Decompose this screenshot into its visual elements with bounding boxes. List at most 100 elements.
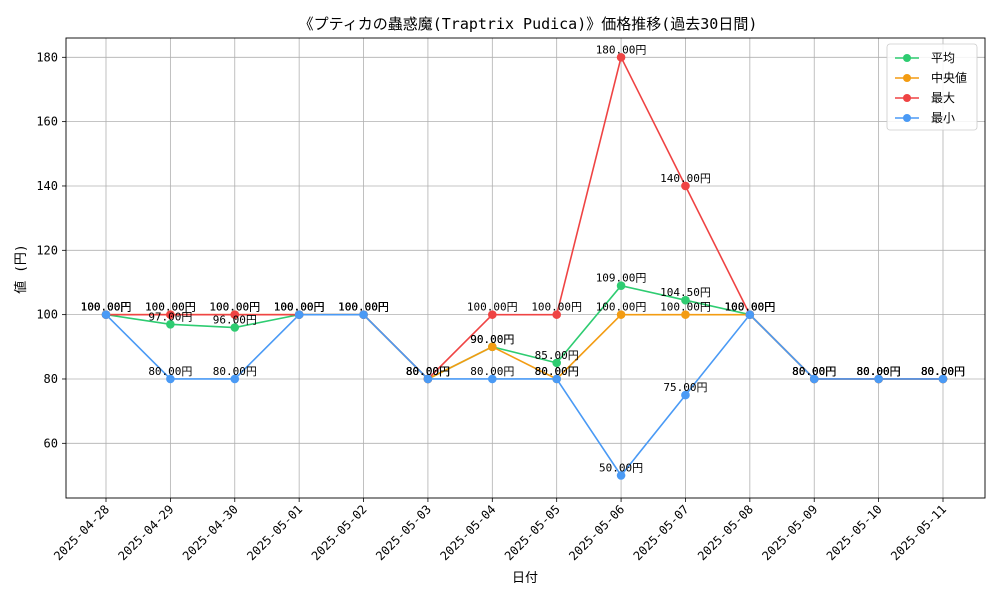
data-label: 104.50円 (660, 286, 711, 299)
data-point (423, 374, 433, 384)
x-tick-label: 2025-04-28 (51, 502, 112, 563)
series-line (106, 55, 943, 381)
data-label: 100.00円 (338, 301, 389, 314)
data-label: 100.00円 (81, 301, 132, 314)
data-label: 85.00円 (535, 349, 579, 362)
data-label: 100.00円 (209, 301, 260, 314)
data-label: 100.00円 (338, 301, 389, 314)
x-tick-label: 2025-05-08 (695, 502, 756, 563)
data-label: 97.00円 (148, 310, 192, 323)
grid (66, 38, 985, 498)
data-point (616, 471, 626, 480)
data-point (294, 310, 304, 319)
data-point (552, 310, 561, 319)
legend-box (886, 43, 978, 131)
data-point (101, 310, 111, 319)
data-label: 100.00円 (338, 301, 389, 314)
data-label: 96.00円 (213, 314, 257, 327)
data-point (681, 390, 690, 400)
data-label: 75.00円 (663, 381, 707, 394)
x-axis-label: 日付 (512, 571, 538, 586)
y-tick-label: 100 (36, 308, 58, 322)
data-label: 80.00円 (857, 365, 901, 378)
chart-title: 《プティカの蟲惑魔(Traptrix Pudica)》価格推移(過去30日間) (299, 15, 758, 33)
data-label: 100.00円 (274, 301, 325, 314)
data-label: 80.00円 (857, 365, 901, 378)
data-point (616, 310, 626, 319)
data-label: 80.00円 (857, 365, 901, 378)
y-tick-label: 140 (36, 179, 58, 193)
legend-label: 最小 (931, 111, 955, 125)
data-label: 80.00円 (406, 365, 450, 378)
data-label: 100.00円 (274, 301, 325, 314)
y-axis-label: 値 (円) (13, 244, 29, 293)
data-label: 80.00円 (406, 365, 450, 378)
data-point (552, 358, 561, 368)
data-label: 80.00円 (406, 365, 450, 378)
x-tick-label: 2025-05-03 (373, 502, 434, 563)
data-point (488, 342, 497, 352)
data-label: 100.00円 (724, 301, 775, 314)
data-point (166, 319, 175, 329)
data-point (616, 281, 626, 290)
data-point (488, 310, 497, 319)
x-tick-label: 2025-05-09 (759, 502, 820, 563)
legend-marker (903, 94, 911, 102)
data-point (230, 374, 240, 384)
x-tick-label: 2025-05-04 (437, 502, 498, 563)
y-tick-label: 120 (36, 243, 58, 257)
data-point (230, 323, 240, 332)
data-point (166, 310, 175, 319)
y-tick-label: 160 (36, 115, 58, 129)
x-tick-label: 2025-05-07 (631, 502, 692, 563)
data-label: 80.00円 (921, 365, 965, 378)
data-point (745, 310, 755, 319)
data-label: 90.00円 (470, 333, 514, 346)
x-tick-label: 2025-05-02 (309, 502, 370, 563)
y-tick-label: 80 (44, 372, 58, 386)
x-tick-label: 2025-05-10 (824, 502, 885, 563)
legend-marker (903, 74, 911, 82)
series-layer (101, 53, 948, 480)
data-label: 100.00円 (81, 301, 132, 314)
data-label: 80.00円 (857, 365, 901, 378)
legend-label: 中央値 (931, 70, 967, 85)
data-label: 80.00円 (148, 365, 192, 378)
data-label: 80.00円 (921, 365, 965, 378)
data-point (681, 181, 690, 191)
legend-marker (903, 54, 911, 62)
x-tick-label: 2025-05-06 (566, 502, 627, 563)
data-point (809, 374, 819, 384)
data-label: 100.00円 (596, 301, 647, 314)
series-line (105, 313, 943, 477)
data-point (681, 295, 690, 305)
data-label: 80.00円 (792, 365, 836, 378)
x-tick-label: 2025-05-01 (244, 502, 305, 563)
data-label: 80.00円 (921, 365, 965, 378)
data-label: 100.00円 (145, 301, 196, 314)
legend-label: 最大 (931, 91, 955, 105)
data-point (359, 310, 368, 319)
data-point (230, 310, 240, 319)
data-point (488, 374, 497, 384)
data-label: 80.00円 (792, 365, 836, 378)
data-label: 109.00円 (596, 272, 647, 285)
x-tick-label: 2025-05-05 (502, 502, 563, 563)
data-label: 100.00円 (145, 301, 196, 314)
x-tick-label: 2025-04-30 (180, 502, 241, 563)
data-label: 80.00円 (470, 365, 514, 378)
data-label: 80.00円 (535, 365, 579, 378)
data-label: 80.00円 (792, 365, 836, 378)
data-label: 80.00円 (792, 365, 836, 378)
data-label: 100.00円 (724, 301, 775, 314)
legend-label: 平均 (931, 51, 955, 65)
data-point (874, 374, 883, 384)
data-label: 100.00円 (81, 301, 132, 314)
data-point (616, 53, 626, 62)
data-label: 100.00円 (81, 301, 132, 314)
data-label: 100.00円 (467, 301, 518, 314)
